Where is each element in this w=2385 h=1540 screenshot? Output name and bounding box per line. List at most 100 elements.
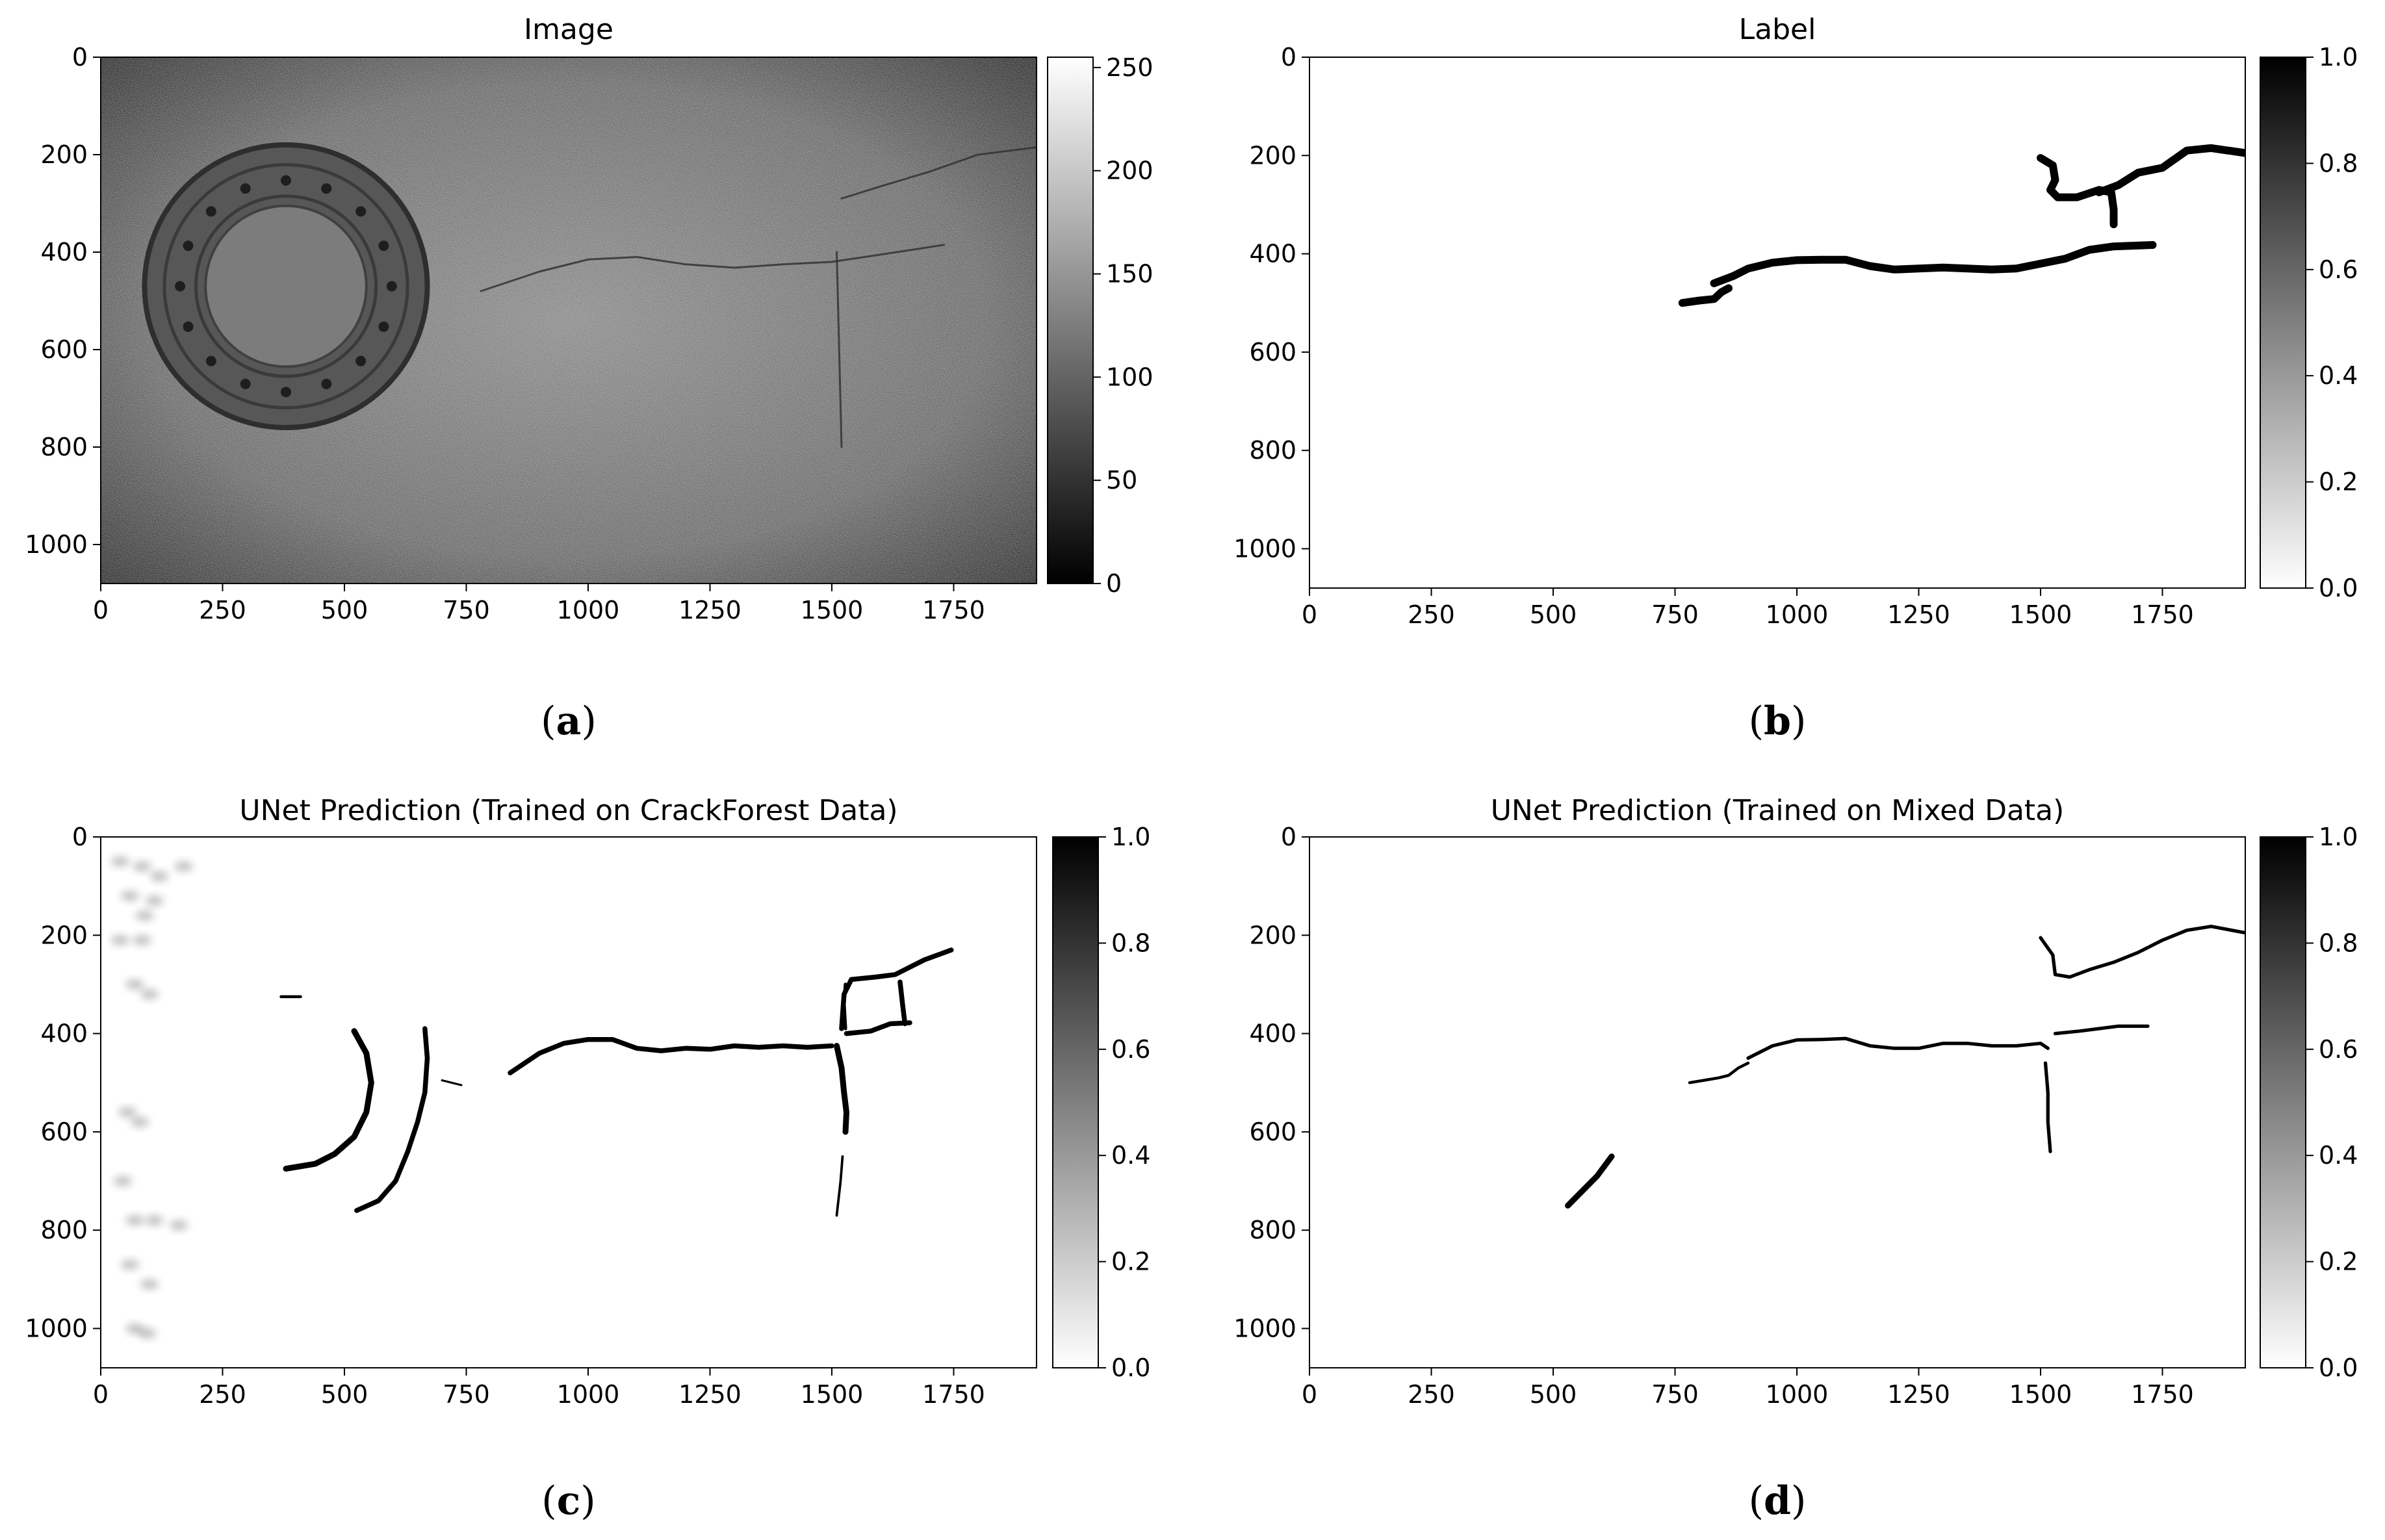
plot-background bbox=[1309, 837, 2245, 1368]
noise-blob bbox=[135, 910, 154, 921]
manhole-bolt bbox=[386, 281, 397, 292]
x-tick-label: 1000 bbox=[1766, 1380, 1829, 1409]
colorbar-tick-label: 0.0 bbox=[1111, 1354, 1150, 1382]
manhole-lid bbox=[204, 204, 368, 368]
y-tick-label: 600 bbox=[40, 335, 88, 364]
colorbar-tick-label: 250 bbox=[1106, 53, 1154, 82]
noise-blob bbox=[118, 1107, 137, 1118]
x-tick-label: 1500 bbox=[801, 596, 864, 624]
x-tick-label: 500 bbox=[321, 1380, 368, 1409]
panel-title: UNet Prediction (Trained on CrackForest … bbox=[239, 794, 897, 827]
x-tick-label: 1500 bbox=[801, 1380, 864, 1409]
axes-frame bbox=[1309, 57, 2246, 589]
crack-line bbox=[836, 251, 843, 448]
x-tick-label: 0 bbox=[1302, 600, 1317, 629]
y-tick-label: 600 bbox=[1249, 1118, 1296, 1146]
panel-caption: (a) bbox=[541, 699, 597, 744]
x-tick-label: 750 bbox=[1651, 1380, 1699, 1409]
colorbar-tick-label: 0.4 bbox=[2319, 361, 2358, 390]
x-tick-label: 1000 bbox=[1766, 600, 1829, 629]
y-tick-label: 200 bbox=[40, 140, 88, 169]
plot-area-a bbox=[101, 57, 1037, 584]
x-tick-label: 1250 bbox=[678, 1380, 741, 1409]
axes-frame bbox=[100, 57, 1037, 584]
manhole-bolt bbox=[321, 183, 332, 194]
y-tick-label: 400 bbox=[40, 1020, 88, 1048]
colorbar-tick-label: 0.2 bbox=[2319, 468, 2358, 496]
colorbar-tick-label: 0 bbox=[1106, 569, 1122, 598]
crack-segment bbox=[2039, 925, 2245, 979]
x-tick-label: 1250 bbox=[1887, 600, 1950, 629]
manhole-bolt bbox=[355, 206, 367, 217]
panel-title: Image bbox=[524, 13, 613, 46]
crack-line bbox=[840, 146, 1037, 199]
y-tick-label: 800 bbox=[1249, 436, 1296, 465]
manhole-bolt bbox=[175, 281, 186, 292]
x-tick-label: 500 bbox=[1530, 600, 1577, 629]
colorbar-tick-label: 1.0 bbox=[1111, 823, 1150, 851]
panel-b: Label 0 250 500 750 1000 1250 1500 1750 0 200 400 60… bbox=[1233, 13, 2358, 744]
manhole-bolt bbox=[281, 175, 291, 186]
panel-caption: (d) bbox=[1749, 1478, 1807, 1524]
crack-segment bbox=[2037, 154, 2118, 229]
x-tick-label: 0 bbox=[93, 1380, 109, 1409]
noise-blob bbox=[133, 934, 151, 945]
y-tick-label: 600 bbox=[1249, 338, 1296, 366]
noise-blob bbox=[133, 861, 151, 872]
y-tick-label: 400 bbox=[1249, 240, 1296, 268]
manhole-bolt bbox=[321, 378, 332, 389]
colorbar-tick-label: 0.6 bbox=[1111, 1035, 1150, 1064]
colorbar-tick-label: 0.8 bbox=[2319, 149, 2358, 177]
noise-blob bbox=[121, 1259, 139, 1270]
noise-blob bbox=[140, 1279, 159, 1290]
y-tick-label: 200 bbox=[1249, 921, 1296, 949]
panel-title: UNet Prediction (Trained on Mixed Data) bbox=[1491, 794, 2065, 827]
noise-blob bbox=[150, 871, 168, 882]
noise-blob bbox=[170, 1220, 188, 1231]
colorbar-tick-label: 150 bbox=[1106, 260, 1154, 289]
y-tick-label: 1000 bbox=[1233, 1314, 1296, 1342]
x-tick-label: 0 bbox=[93, 596, 109, 624]
x-tick-label: 750 bbox=[443, 596, 490, 624]
y-tick-label: 1000 bbox=[1233, 534, 1296, 563]
manhole-bolt bbox=[205, 355, 216, 366]
noise-blob bbox=[138, 1328, 157, 1339]
noise-blob bbox=[125, 1215, 144, 1226]
colorbar-tick-label: 200 bbox=[1106, 157, 1154, 185]
y-tick-label: 800 bbox=[1249, 1216, 1296, 1244]
colorbar-tick-label: 0.6 bbox=[2319, 255, 2358, 284]
panel-c: UNet Prediction (Trained on CrackForest … bbox=[25, 794, 1150, 1524]
manhole-bolt bbox=[378, 240, 389, 251]
colorbar-tick-label: 0.2 bbox=[1111, 1248, 1150, 1276]
x-tick-label: 750 bbox=[1651, 600, 1699, 629]
y-tick-label: 200 bbox=[40, 921, 88, 949]
y-tick-label: 400 bbox=[40, 238, 88, 266]
x-tick-label: 250 bbox=[1408, 600, 1455, 629]
colorbar-tick-label: 0.4 bbox=[2319, 1141, 2358, 1170]
colorbar-tick-label: 0.4 bbox=[1111, 1141, 1150, 1170]
colorbar bbox=[2260, 836, 2306, 1368]
y-tick-label: 1000 bbox=[25, 530, 88, 559]
plot-background bbox=[1309, 57, 2245, 588]
crack-segment bbox=[844, 1020, 912, 1036]
y-tick-label: 600 bbox=[40, 1118, 88, 1146]
noise-blob bbox=[131, 1116, 149, 1127]
colorbar-tick-label: 50 bbox=[1106, 466, 1137, 494]
crack-segment bbox=[441, 1079, 463, 1086]
x-tick-label: 250 bbox=[199, 1380, 246, 1409]
crack-segment bbox=[1746, 1036, 2050, 1060]
y-tick-label: 800 bbox=[40, 433, 88, 461]
x-tick-label: 250 bbox=[199, 596, 246, 624]
crack-segment bbox=[835, 1155, 844, 1217]
x-tick-label: 250 bbox=[1408, 1380, 1455, 1409]
axes-frame bbox=[1309, 836, 2246, 1368]
noise-blob bbox=[140, 989, 159, 1000]
crack-segment bbox=[1688, 1061, 1750, 1084]
noise-blob bbox=[145, 1215, 164, 1226]
noise-blob bbox=[113, 1175, 132, 1187]
noise-blob bbox=[121, 890, 139, 901]
y-tick-label: 200 bbox=[1249, 141, 1296, 170]
crack-segment bbox=[897, 979, 908, 1027]
noise-blob bbox=[145, 895, 164, 906]
